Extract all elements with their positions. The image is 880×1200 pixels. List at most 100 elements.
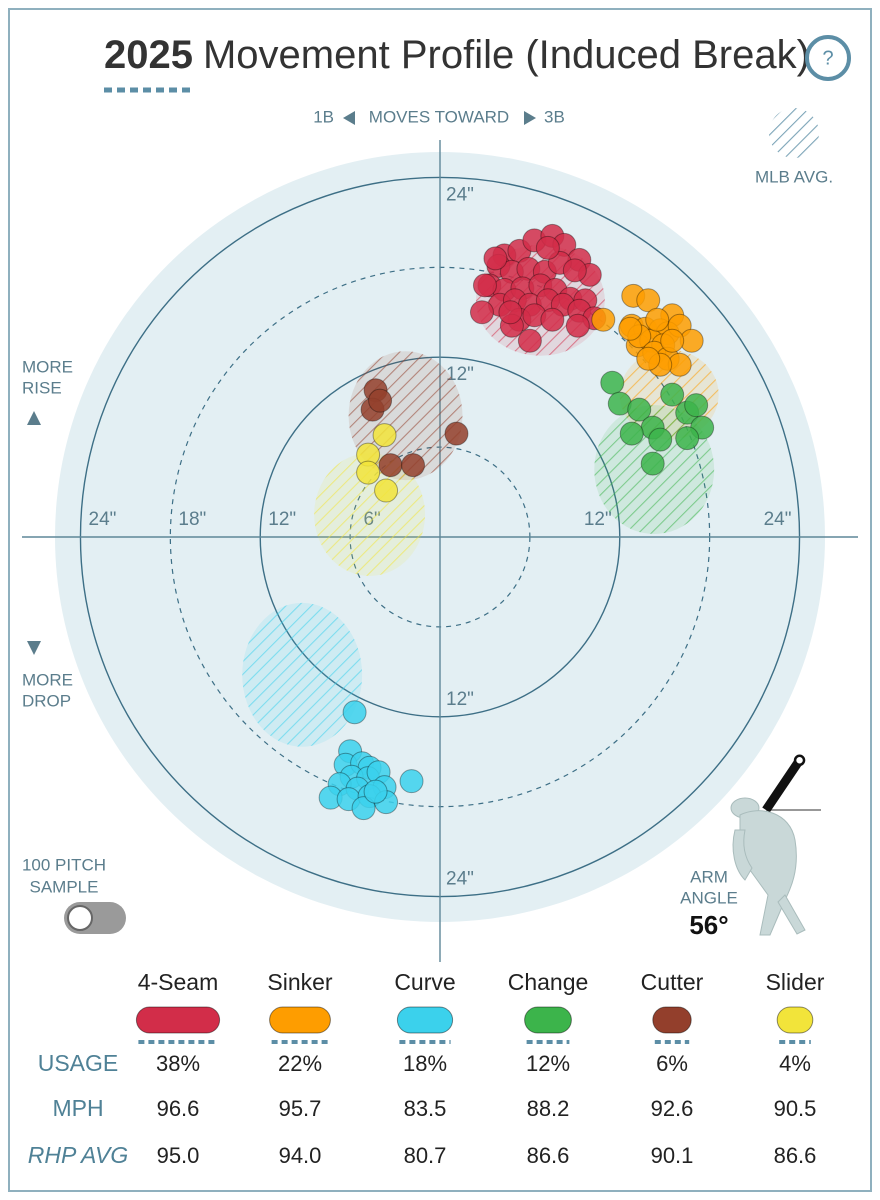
pitch-dot bbox=[342, 700, 367, 725]
table-cell: 4% bbox=[779, 1051, 811, 1076]
table-cell: 95.0 bbox=[157, 1143, 200, 1168]
help-icon[interactable]: ? bbox=[822, 47, 833, 69]
x-tick-label: 12" bbox=[584, 509, 612, 530]
table-cell: 88.2 bbox=[527, 1096, 570, 1121]
legend-name: Curve bbox=[394, 969, 455, 995]
arrow-down bbox=[27, 641, 41, 655]
legend-name: Slider bbox=[766, 969, 825, 995]
pitch-dot bbox=[619, 421, 644, 446]
pitch-dot bbox=[600, 370, 625, 395]
pitch-dot bbox=[374, 478, 399, 503]
table-cell: 92.6 bbox=[651, 1096, 694, 1121]
y-tick-label: 24" bbox=[446, 184, 474, 205]
table-cell: 18% bbox=[403, 1051, 447, 1076]
table: 4-Seam Sinker Curve Change Cutter Slider USAGE… bbox=[28, 969, 825, 1168]
table-cell: 86.6 bbox=[527, 1143, 570, 1168]
x-tick-label: 12" bbox=[268, 509, 296, 530]
leg bbox=[777, 894, 806, 935]
pitch-dot bbox=[645, 307, 670, 332]
mlb-avg-hatch bbox=[314, 453, 426, 576]
pitch-dot bbox=[636, 288, 661, 313]
legend-pill bbox=[135, 1006, 221, 1034]
arrow-left bbox=[343, 111, 355, 125]
legend-name: Change bbox=[508, 969, 589, 995]
sample-label: 100 PITCH bbox=[22, 855, 106, 874]
pitch-dot bbox=[444, 421, 469, 446]
table-cell: 38% bbox=[156, 1051, 200, 1076]
arm-line bbox=[762, 757, 804, 813]
drop-label: DROP bbox=[22, 691, 71, 710]
table-cell: 83.5 bbox=[404, 1096, 447, 1121]
legend-pill bbox=[396, 1006, 454, 1034]
y-tick-label: 12" bbox=[446, 689, 474, 710]
help-button[interactable]: ? bbox=[805, 35, 851, 81]
legend-name: Cutter bbox=[641, 969, 704, 995]
drop-label: MORE bbox=[22, 670, 73, 689]
legend-pill bbox=[776, 1006, 814, 1034]
pitch-dot bbox=[636, 346, 661, 371]
sample-toggle[interactable] bbox=[64, 902, 126, 934]
pitch-dot bbox=[378, 453, 403, 478]
table-cell: 86.6 bbox=[774, 1143, 817, 1168]
legend-pill bbox=[269, 1006, 331, 1034]
arm-angle-label: ANGLE bbox=[680, 888, 738, 907]
season: 2025 bbox=[104, 33, 193, 77]
pitch-dot bbox=[660, 328, 685, 353]
legend-pill bbox=[524, 1006, 572, 1034]
toggle-knob[interactable] bbox=[67, 905, 93, 931]
pitch-dot bbox=[627, 397, 652, 422]
pitch-dot bbox=[675, 426, 700, 451]
pitch-dot bbox=[565, 313, 590, 338]
table-cell: 96.6 bbox=[157, 1096, 200, 1121]
avg-legend-label: MLB AVG. bbox=[755, 167, 833, 186]
x-tick-label: 18" bbox=[178, 509, 206, 530]
arm-angle-label: ARM bbox=[690, 867, 728, 886]
table-cell: 94.0 bbox=[279, 1143, 322, 1168]
pitch-dot bbox=[363, 779, 388, 804]
pitch-dot bbox=[660, 382, 685, 407]
table-cell: 90.5 bbox=[774, 1096, 817, 1121]
pitch-dot bbox=[368, 388, 393, 413]
pitch-dot bbox=[562, 258, 587, 283]
pitch-dot bbox=[469, 300, 494, 325]
pitch-dot bbox=[351, 796, 376, 821]
direction-right: 3B bbox=[544, 107, 565, 126]
mlb-avg-hatch bbox=[242, 602, 363, 747]
pitch-dot bbox=[618, 316, 643, 341]
pitch-dot bbox=[684, 393, 709, 418]
x-tick-label: 24" bbox=[764, 509, 792, 530]
help-circle[interactable] bbox=[805, 35, 851, 81]
pitch-dot bbox=[472, 273, 497, 298]
table-cell: 80.7 bbox=[404, 1143, 447, 1168]
table-cell: 22% bbox=[278, 1051, 322, 1076]
direction-label: MOVES TOWARD bbox=[369, 107, 509, 126]
avg-legend-swatch bbox=[769, 108, 819, 158]
direction-left: 1B bbox=[313, 107, 334, 126]
row-label: USAGE bbox=[38, 1050, 119, 1076]
arm-hand bbox=[793, 754, 806, 767]
row-label: MPH bbox=[52, 1095, 103, 1121]
arm-angle-value: 56° bbox=[689, 910, 728, 940]
title: 2025 Movement Profile (Induced Break) bbox=[104, 33, 810, 77]
pitch-dot bbox=[372, 423, 397, 448]
table-cell: 90.1 bbox=[651, 1143, 694, 1168]
pitch-dot bbox=[483, 246, 508, 271]
y-tick-label: 24" bbox=[446, 869, 474, 890]
y-tick-label: 12" bbox=[446, 364, 474, 385]
rise-label: RISE bbox=[22, 378, 62, 397]
arrow-right bbox=[524, 111, 536, 125]
pitch-dot bbox=[640, 451, 665, 476]
rise-label: MORE bbox=[22, 357, 73, 376]
sample-label: SAMPLE bbox=[30, 877, 99, 896]
pitch-dot bbox=[498, 300, 523, 325]
pitch-dot bbox=[517, 328, 542, 353]
pitch-dot bbox=[540, 307, 565, 332]
pitch-dot bbox=[399, 769, 424, 794]
row-label: RHP AVG bbox=[28, 1142, 129, 1168]
pitch-dot bbox=[356, 460, 381, 485]
title-text: Movement Profile (Induced Break) bbox=[203, 33, 810, 77]
x-tick-label: 24" bbox=[89, 509, 117, 530]
pitcher-figure bbox=[730, 797, 806, 936]
